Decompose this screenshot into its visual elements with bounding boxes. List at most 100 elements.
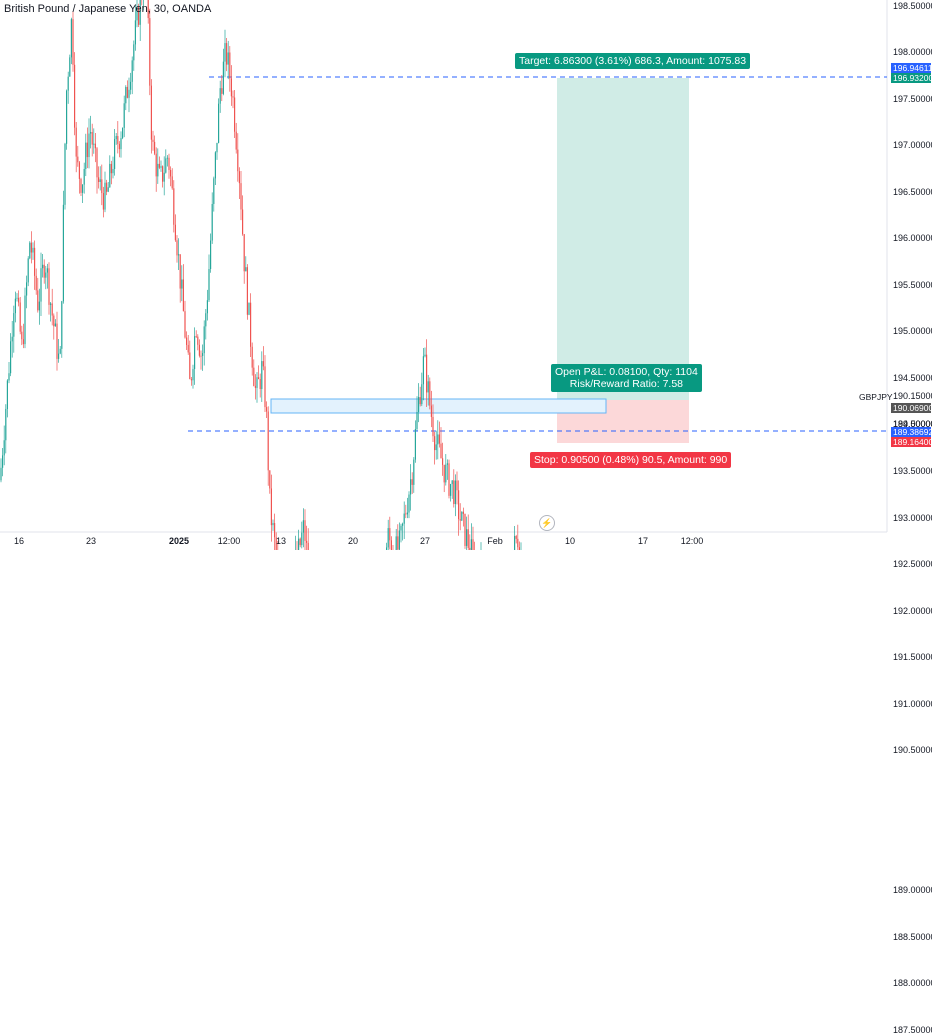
candle-body [72, 19, 74, 65]
candle-body [112, 168, 114, 174]
price-chart[interactable] [0, 0, 932, 550]
candle-body [389, 528, 391, 541]
candle-body [422, 356, 424, 385]
candle-body [416, 412, 418, 429]
candle-body [189, 352, 191, 380]
candle-body [5, 408, 7, 441]
candle-body [162, 166, 164, 182]
candle-body [181, 279, 183, 289]
candle-body [458, 490, 460, 520]
candle-body [411, 479, 413, 485]
candle-body [88, 133, 90, 158]
candle-body [238, 171, 240, 184]
candle-body [93, 143, 95, 145]
price-tick-label: 190.50000 [893, 745, 932, 756]
candle-body [427, 381, 429, 393]
candle-body [298, 538, 300, 550]
candle-body [126, 86, 128, 98]
candle-body [85, 142, 87, 169]
candle-body [418, 396, 420, 413]
candle-body [70, 19, 72, 58]
time-tick-label: Feb [487, 536, 503, 546]
candle-body [442, 458, 444, 465]
candle-body [53, 315, 55, 327]
candle-body [110, 163, 112, 174]
candle-body [197, 336, 199, 345]
candle-body [214, 152, 216, 179]
candle-body [128, 89, 130, 98]
current-price-tag: 190.06900 [891, 403, 932, 413]
candle-body [149, 18, 151, 86]
candle-body [472, 539, 474, 550]
candle-body [256, 377, 258, 388]
candle-body [232, 96, 234, 98]
candle-body [443, 464, 445, 483]
open-pl-label[interactable]: Open P&L: 0.08100, Qty: 1104 Risk/Reward… [551, 364, 702, 392]
candle-body [104, 182, 106, 210]
candle-body [467, 529, 469, 548]
candle-body [194, 336, 196, 370]
lightning-icon[interactable]: ⚡ [539, 515, 555, 531]
open-pl-text: Open P&L: 0.08100, Qty: 1104 [555, 366, 698, 378]
candle-body [62, 204, 64, 302]
price-tick-label: 189.00000 [893, 884, 932, 895]
candle-body [206, 300, 208, 314]
candle-body [102, 193, 104, 210]
target-label[interactable]: Target: 6.86300 (3.61%) 686.3, Amount: 1… [515, 53, 751, 69]
candle-body [272, 523, 274, 526]
candle-body [122, 127, 124, 139]
candle-body [234, 97, 236, 132]
price-tick-label: 188.00000 [893, 978, 932, 989]
candle-body [515, 536, 517, 539]
candle-body [208, 269, 210, 301]
candle-body [462, 511, 464, 514]
candle-body [13, 313, 15, 337]
target-line-price-tag: 196.94611 [891, 63, 932, 73]
candle-body [96, 148, 98, 178]
candle-body [50, 303, 52, 305]
candle-body [48, 268, 50, 305]
candle-body [21, 331, 23, 340]
candle-body [11, 336, 13, 342]
candle-body [59, 348, 61, 354]
candle-body [69, 57, 71, 77]
candle-body [123, 103, 125, 128]
support-zone[interactable] [270, 398, 607, 414]
profit-zone[interactable] [557, 78, 689, 400]
candle-body [61, 301, 63, 349]
candle-body [75, 127, 77, 157]
candle-body [10, 341, 12, 374]
price-tick-label: 194.00000 [893, 419, 932, 430]
price-tick-label: 191.00000 [893, 698, 932, 709]
candle-body [211, 203, 213, 241]
stop-label[interactable]: Stop: 0.90500 (0.48%) 90.5, Amount: 990 [530, 452, 732, 468]
candle-body [387, 528, 389, 548]
candle-body [245, 267, 247, 272]
time-tick-label: 23 [85, 536, 97, 546]
candle-body [3, 440, 5, 456]
candle-body [168, 157, 170, 170]
candle-body [518, 547, 520, 550]
candle-body [80, 178, 82, 193]
candle-body [301, 532, 303, 546]
time-tick-label: 10 [564, 536, 576, 546]
candle-body [120, 138, 122, 150]
candle-body [46, 268, 48, 273]
candle-body [242, 209, 244, 235]
time-tick-label: 12:00 [680, 536, 704, 546]
candle-body [221, 88, 223, 94]
candle-body [101, 179, 103, 194]
entry-line-price-tag: 189.38692 [891, 427, 932, 437]
candle-body [182, 279, 184, 312]
candles-group [0, 0, 522, 550]
candle-body [269, 470, 271, 489]
candle-body [18, 297, 20, 303]
candle-body [408, 494, 410, 513]
price-tick-label: 198.00000 [893, 47, 932, 58]
candle-body [466, 529, 468, 546]
candle-body [398, 530, 400, 550]
chart-title: British Pound / Japanese Yen, 30, OANDA [4, 3, 212, 15]
candle-body [27, 258, 29, 283]
time-tick-label: 17 [637, 536, 649, 546]
candle-body [259, 379, 261, 390]
